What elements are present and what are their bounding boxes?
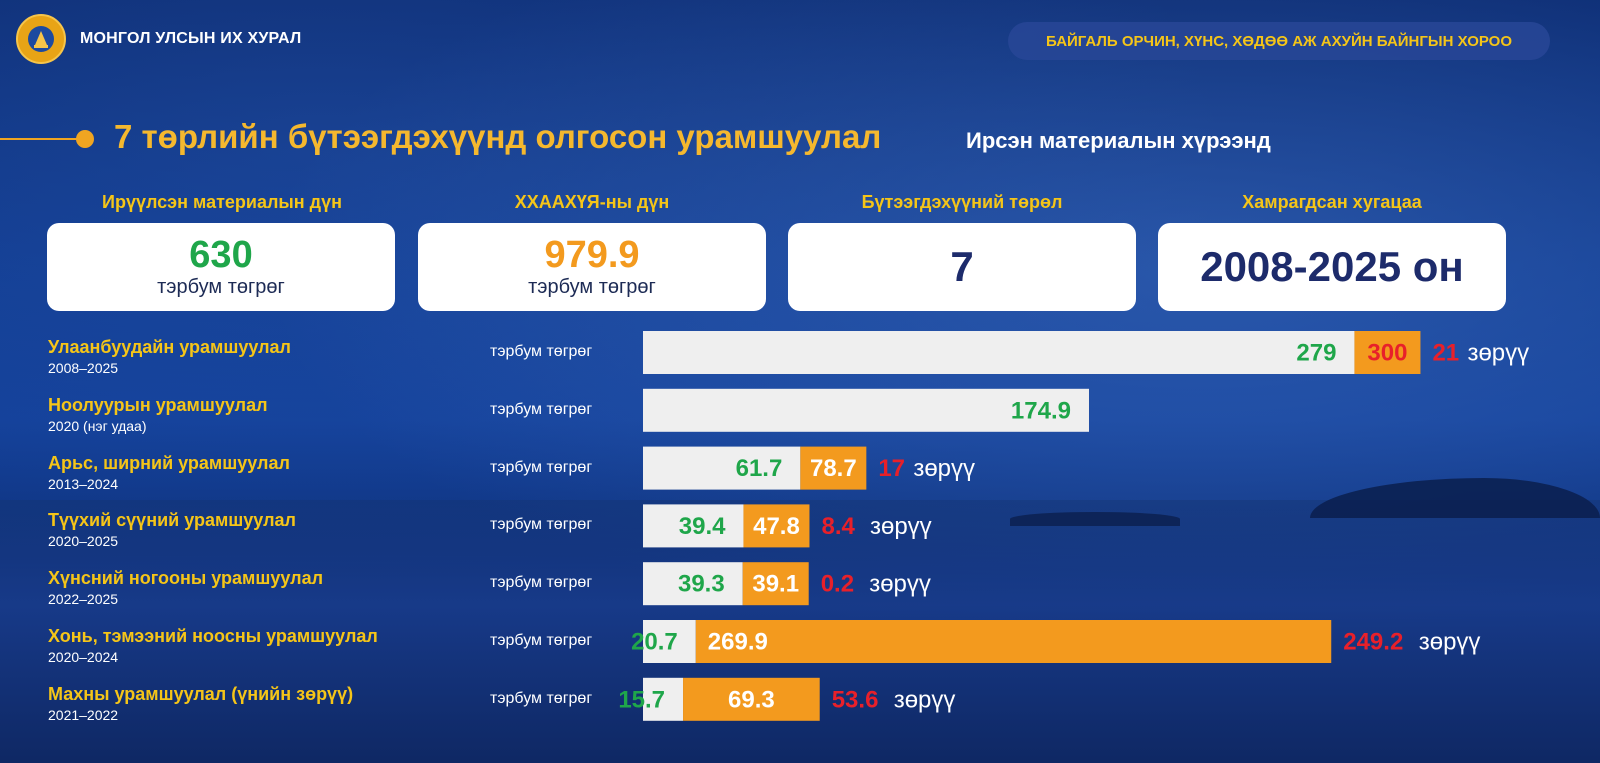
title-bullet <box>76 130 94 148</box>
row-unit-label: тэрбум төгрөг <box>490 632 593 649</box>
bar-submitted <box>643 562 743 606</box>
difference-value: 17 <box>878 455 905 482</box>
difference-suffix: зөрүү <box>1419 629 1481 656</box>
value-label-submitted: 39.4 <box>679 513 726 540</box>
background-trees-small <box>1010 512 1180 526</box>
bar-ministry <box>1354 331 1421 374</box>
difference-suffix: зөрүү <box>913 455 975 482</box>
category-period: 2020–2024 <box>48 649 119 665</box>
bar-submitted <box>643 331 1355 374</box>
kpi-value-period: 2008-2025 он <box>1200 243 1464 290</box>
difference-suffix: зөрүү <box>1467 340 1529 367</box>
difference-value: 53.6 <box>832 686 879 713</box>
bar-submitted <box>643 504 744 548</box>
bar-ministry <box>683 677 820 721</box>
kpi-label-period: Хамрагдсан хугацаа <box>1242 192 1422 212</box>
bar-ministry <box>742 562 809 606</box>
difference-value: 249.2 <box>1343 629 1403 656</box>
kpi-label-submitted: Ирүүлсэн материалын дүн <box>102 192 342 212</box>
organization-name: МОНГОЛ УЛСЫН ИХ ХУРАЛ <box>80 30 302 47</box>
kpi-value-ministry: 979.9 <box>544 234 640 276</box>
category-period: 2008–2025 <box>48 360 119 376</box>
category-label: Арьс, ширний урамшуулал <box>48 452 290 473</box>
row-unit-label: тэрбум төгрөг <box>490 516 593 534</box>
kpi-label-ministry: ХХААХҮЯ-ны дүн <box>514 192 670 212</box>
category-period: 2013–2024 <box>48 475 119 492</box>
kpi-card-product-types: 7 <box>788 223 1136 311</box>
kpi-label-product-types: Бүтээгдэхүүний төрөл <box>861 192 1063 212</box>
kpi-value-submitted: 630 <box>189 234 253 276</box>
row-unit-label: тэрбум төгрөг <box>490 574 593 592</box>
bar-submitted <box>643 677 684 721</box>
category-label: Хүнсний ногооны урамшуулал <box>48 568 324 589</box>
value-label-submitted: 15.7 <box>618 686 665 713</box>
value-label-ministry: 300 <box>1367 340 1407 367</box>
value-label-ministry: 47.8 <box>753 513 800 540</box>
category-period: 2022–2025 <box>48 591 119 608</box>
committee-badge: БАЙГАЛЬ ОРЧИН, ХҮНС, ХӨДӨӨ АЖ АХУЙН БАЙН… <box>1008 22 1550 60</box>
row-unit-label: тэрбум төгрөг <box>490 689 593 707</box>
difference-suffix: зөрүү <box>869 571 931 598</box>
row-unit-label: тэрбум төгрөг <box>490 458 593 476</box>
bar-submitted <box>643 446 801 490</box>
category-period: 2020 (нэг удаа) <box>48 417 147 434</box>
page-title: 7 төрлийн бүтээгдэхүүнд олгосон урамшуул… <box>114 118 882 155</box>
state-emblem-icon <box>16 14 66 64</box>
category-period: 2020–2025 <box>48 533 119 550</box>
page-subtitle: Ирсэн материалын хүрээнд <box>966 128 1271 153</box>
difference-value: 0.2 <box>821 571 854 598</box>
kpi-unit-ministry: тэрбум төгрөг <box>528 276 656 298</box>
value-label-submitted: 20.7 <box>631 629 678 656</box>
value-label-ministry: 78.7 <box>810 455 857 482</box>
row-unit-label: тэрбум төгрөг <box>490 400 593 418</box>
difference-suffix: зөрүү <box>894 686 956 713</box>
difference-suffix: зөрүү <box>870 513 932 540</box>
category-label: Хонь, тэмээний ноосны урамшуулал <box>48 626 378 646</box>
difference-value: 8.4 <box>821 513 855 540</box>
value-label-ministry: 269.9 <box>708 629 768 656</box>
category-label: Улаанбуудайн урамшуулал <box>48 337 291 357</box>
bar-ministry <box>800 446 867 490</box>
bar-submitted <box>643 620 696 663</box>
kpi-card-ministry: 979.9 тэрбум төгрөг <box>418 223 766 311</box>
bar-ministry <box>743 504 810 548</box>
bar-ministry <box>695 620 1332 663</box>
value-label-submitted: 279 <box>1296 340 1336 367</box>
kpi-unit-submitted: тэрбум төгрөг <box>157 276 285 298</box>
value-label-submitted: 174.9 <box>1011 397 1071 424</box>
category-label: Түүхий сүүний урамшуулал <box>48 510 296 531</box>
row-unit-label: тэрбум төгрөг <box>490 343 593 360</box>
bar-submitted <box>643 388 1089 432</box>
kpi-card-period: 2008-2025 он <box>1158 223 1506 311</box>
title-line <box>0 138 80 140</box>
category-period: 2021–2022 <box>48 706 119 723</box>
category-label: Ноолуурын урамшуулал <box>48 394 268 415</box>
kpi-card-submitted: 630 тэрбум төгрөг <box>47 223 395 311</box>
value-label-ministry: 39.1 <box>752 571 799 598</box>
value-label-ministry: 69.3 <box>728 686 775 713</box>
difference-value: 21 <box>1432 340 1459 367</box>
value-label-submitted: 39.3 <box>678 571 725 598</box>
kpi-value-product-types: 7 <box>950 243 974 290</box>
value-label-submitted: 61.7 <box>736 455 783 482</box>
category-label: Махны урамшуулал (үнийн зөрүү) <box>48 683 354 704</box>
